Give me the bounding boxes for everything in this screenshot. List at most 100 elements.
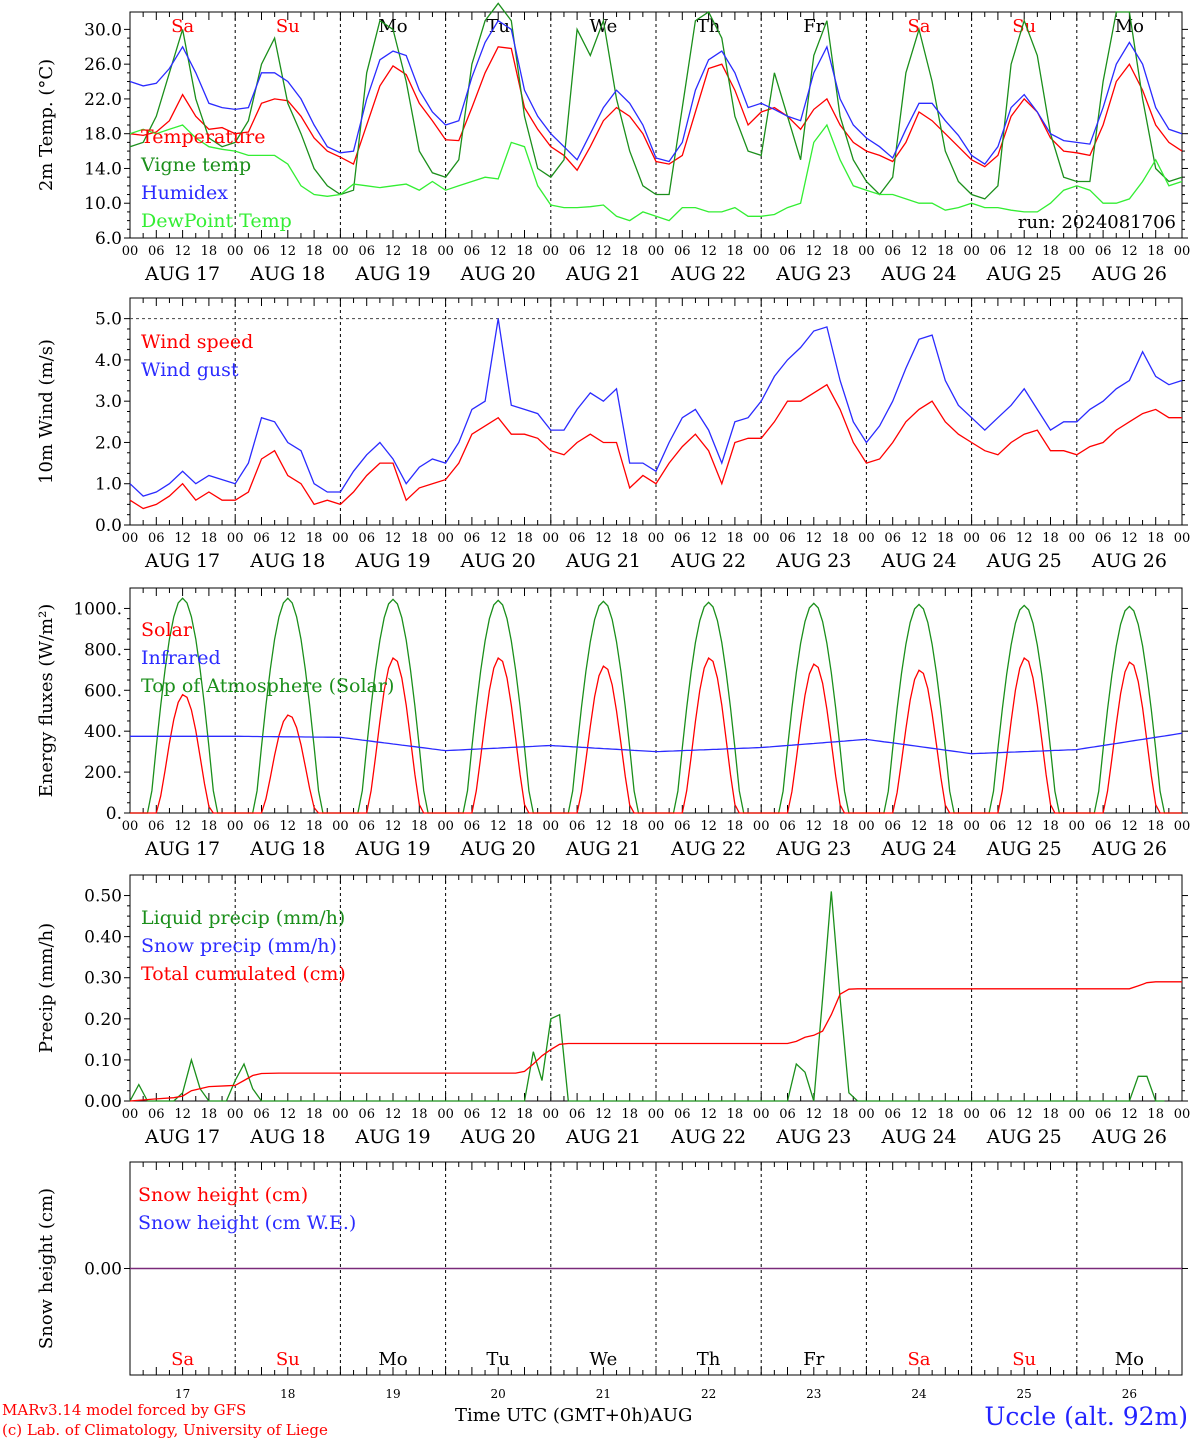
hour-label: 06 — [464, 244, 481, 259]
y-tick-label: 14.0 — [84, 159, 122, 179]
legend-entry: Infrared — [141, 647, 221, 669]
y-tick-label: 18.0 — [84, 125, 122, 145]
day-number: 25 — [1017, 1387, 1032, 1400]
y-tick-label: 0.10 — [84, 1051, 122, 1071]
hour-label: 12 — [911, 531, 928, 546]
day-number: 21 — [596, 1387, 611, 1400]
hour-label: 18 — [1147, 1107, 1164, 1122]
y-tick-label: 0.00 — [84, 1260, 122, 1280]
hour-label: 06 — [148, 1107, 165, 1122]
hour-label: 00 — [648, 1107, 665, 1122]
date-label: AUG 24 — [880, 550, 956, 572]
hour-label: 12 — [280, 244, 297, 259]
date-label: AUG 20 — [460, 1126, 536, 1148]
legend-entry: Snow precip (mm/h) — [141, 935, 337, 957]
series-line — [129, 46, 1183, 172]
date-label: AUG 25 — [986, 550, 1062, 572]
hour-label: 12 — [595, 531, 612, 546]
hour-label: 00 — [648, 244, 665, 259]
date-label: AUG 25 — [986, 838, 1062, 860]
legend-entry: Liquid precip (mm/h) — [141, 907, 345, 929]
hour-label: 18 — [516, 531, 533, 546]
legend-entry: DewPoint Temp — [141, 210, 292, 232]
legend-entry: Vigne temp — [140, 154, 251, 176]
y-tick-label: 6.0 — [95, 229, 122, 249]
day-name: Su — [1012, 16, 1036, 37]
y-axis-label: 2m Temp. (°C) — [36, 59, 57, 191]
hour-label: 06 — [674, 531, 691, 546]
day-name: Tu — [486, 1349, 510, 1370]
hour-label: 12 — [174, 531, 191, 546]
hour-label: 06 — [569, 819, 586, 834]
hour-label: 12 — [806, 531, 823, 546]
date-label: AUG 21 — [565, 1126, 641, 1148]
y-tick-label: 26.0 — [84, 55, 122, 75]
hour-label: 12 — [1121, 1107, 1138, 1122]
day-name: Mo — [1115, 1349, 1144, 1370]
hour-label: 12 — [174, 819, 191, 834]
hour-label: 18 — [621, 819, 638, 834]
y-tick-label: 400. — [84, 722, 122, 742]
hour-label: 00 — [753, 1107, 770, 1122]
hour-label: 12 — [700, 1107, 717, 1122]
hour-label: 18 — [516, 1107, 533, 1122]
day-name: Su — [276, 16, 300, 37]
y-tick-label: 0.40 — [84, 928, 122, 948]
hour-label: 12 — [806, 1107, 823, 1122]
hour-label: 18 — [937, 244, 954, 259]
hour-label: 06 — [358, 819, 375, 834]
date-label: AUG 26 — [1091, 1126, 1167, 1148]
hour-label: 18 — [1147, 819, 1164, 834]
hour-label: 12 — [1016, 1107, 1033, 1122]
hour-label: 00 — [543, 819, 560, 834]
hour-label: 00 — [1069, 531, 1086, 546]
hour-label: 06 — [148, 819, 165, 834]
hour-label: 06 — [148, 244, 165, 259]
day-name: Su — [1012, 1349, 1036, 1370]
series-line-infrared — [130, 732, 1183, 755]
date-label: AUG 24 — [880, 1126, 956, 1148]
day-name: Tu — [486, 16, 510, 37]
series-line — [129, 2, 1183, 200]
y-tick-label: 2.0 — [95, 433, 122, 453]
hour-label: 00 — [1174, 819, 1191, 834]
hour-label: 06 — [779, 819, 796, 834]
date-label: AUG 20 — [460, 550, 536, 572]
day-number: 23 — [806, 1387, 821, 1400]
date-label: AUG 21 — [565, 263, 641, 285]
hour-label: 12 — [595, 244, 612, 259]
hour-label: 18 — [621, 531, 638, 546]
hour-label: 18 — [516, 244, 533, 259]
hour-label: 18 — [1042, 1107, 1059, 1122]
legend-entry: Humidex — [141, 182, 228, 204]
date-label: AUG 18 — [249, 550, 325, 572]
hour-label: 18 — [201, 244, 218, 259]
date-label: AUG 23 — [775, 263, 851, 285]
y-tick-label: 0.30 — [84, 969, 122, 989]
series-line — [129, 19, 1183, 165]
date-label: AUG 17 — [144, 1126, 220, 1148]
date-label: AUG 19 — [354, 263, 430, 285]
hour-label: 06 — [884, 244, 901, 259]
hour-label: 06 — [1095, 531, 1112, 546]
date-label: AUG 23 — [775, 838, 851, 860]
hour-label: 12 — [1016, 244, 1033, 259]
hour-label: 18 — [1042, 244, 1059, 259]
date-label: AUG 26 — [1091, 550, 1167, 572]
date-label: AUG 23 — [775, 550, 851, 572]
date-label: AUG 21 — [565, 550, 641, 572]
day-number: 24 — [911, 1387, 927, 1400]
series-line — [129, 981, 1182, 1102]
y-tick-label: 1.0 — [95, 475, 122, 495]
hour-label: 18 — [201, 531, 218, 546]
hour-label: 00 — [648, 819, 665, 834]
hour-label: 06 — [464, 1107, 481, 1122]
hour-label: 00 — [858, 1107, 875, 1122]
hour-label: 12 — [1121, 244, 1138, 259]
hour-label: 12 — [385, 244, 402, 259]
day-name: Mo — [378, 16, 407, 37]
date-label: AUG 24 — [880, 263, 956, 285]
hour-label: 00 — [963, 531, 980, 546]
hour-label: 12 — [1016, 819, 1033, 834]
x-axis-month: AUG — [649, 1405, 693, 1426]
